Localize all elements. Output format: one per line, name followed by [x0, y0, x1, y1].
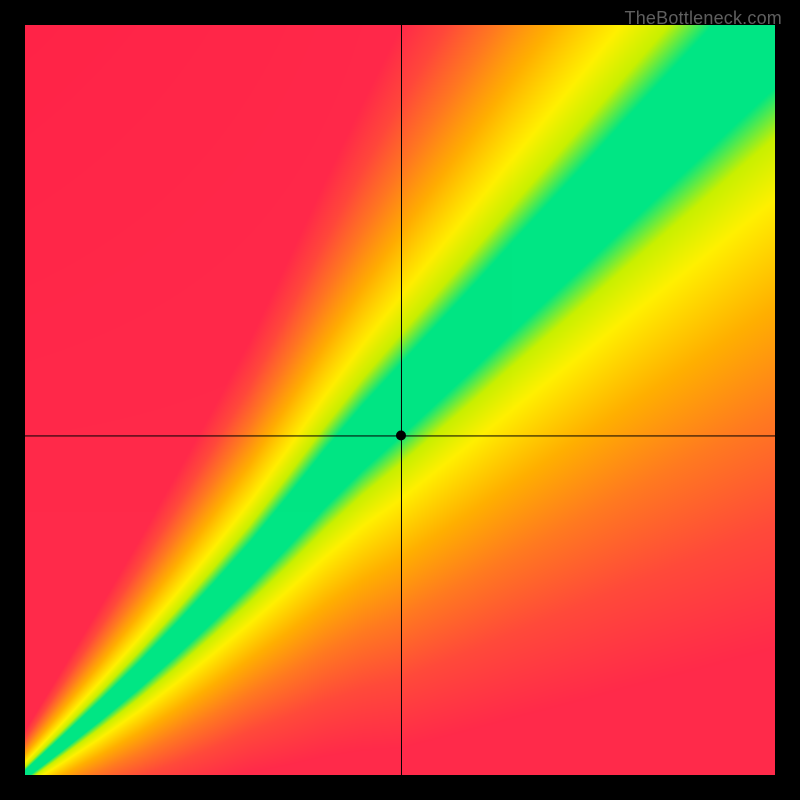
- chart-stage: { "meta": { "type": "heatmap", "source_l…: [0, 0, 800, 800]
- bottleneck-heatmap: [0, 0, 800, 800]
- source-watermark: TheBottleneck.com: [625, 8, 782, 29]
